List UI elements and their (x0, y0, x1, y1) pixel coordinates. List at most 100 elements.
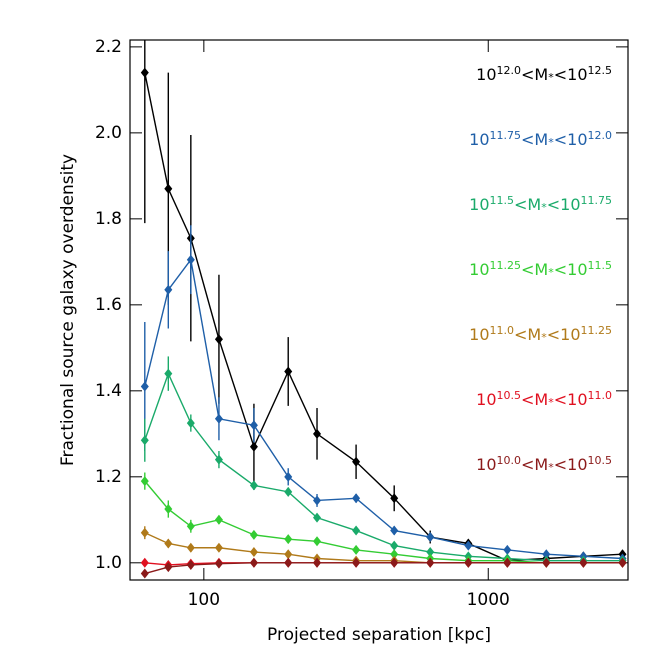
marker (284, 486, 293, 497)
legend-text-part: <10 (554, 455, 588, 474)
marker (214, 334, 223, 345)
legend-text-part: <10 (547, 195, 581, 214)
legend-text-part: <M (521, 130, 548, 149)
x-tick-label: 100 (188, 590, 220, 610)
marker (186, 254, 195, 265)
legend-text-part: 10 (469, 130, 489, 149)
legend-text-part: 12.5 (588, 64, 613, 77)
marker (503, 557, 512, 568)
marker (140, 435, 149, 446)
marker (140, 557, 149, 568)
y-tick-label: 2.0 (95, 123, 122, 143)
legend-text-part: * (548, 136, 554, 149)
legend-label: 1011.75<M*<1012.0 (469, 129, 612, 149)
marker (186, 418, 195, 429)
marker (284, 471, 293, 482)
legend-label: 1010.0<M*<1010.5 (476, 454, 612, 474)
marker (618, 557, 627, 568)
marker (164, 562, 173, 573)
marker (542, 549, 551, 560)
marker (249, 420, 258, 431)
marker (284, 549, 293, 560)
legend-text-part: * (548, 71, 554, 84)
marker (249, 547, 258, 558)
marker (140, 527, 149, 538)
legend-text-part: 10 (476, 65, 496, 84)
legend-text-part: 10 (469, 195, 489, 214)
legend-text-part: 10 (469, 325, 489, 344)
legend-label: 1012.0<M*<1012.5 (476, 64, 612, 84)
legend-text-part: 10 (469, 260, 489, 279)
legend-text-part: <10 (547, 325, 581, 344)
legend-text-part: <M (521, 65, 548, 84)
marker (249, 441, 258, 452)
marker (313, 495, 322, 506)
marker (390, 493, 399, 504)
marker (503, 544, 512, 555)
marker (164, 183, 173, 194)
legend-text-part: 11.5 (490, 194, 515, 207)
marker (214, 542, 223, 553)
legend-text-part: 10 (476, 455, 496, 474)
marker (542, 557, 551, 568)
marker (426, 557, 435, 568)
legend-text-part: 12.0 (497, 64, 522, 77)
legend-text-part: 11.25 (581, 324, 613, 337)
marker (352, 456, 361, 467)
marker (249, 480, 258, 491)
legend-text-part: 10 (476, 390, 496, 409)
legend-text-part: 11.25 (490, 259, 522, 272)
plot-area (140, 40, 627, 579)
legend-text-part: * (548, 266, 554, 279)
marker (284, 534, 293, 545)
legend-text-part: * (548, 396, 554, 409)
legend-label: 1011.25<M*<1011.5 (469, 259, 612, 279)
legend-text-part: 10.0 (497, 454, 522, 467)
legend-text-part: 11.75 (490, 129, 522, 142)
marker (352, 544, 361, 555)
plot-frame (129, 39, 629, 581)
marker (352, 493, 361, 504)
marker (579, 557, 588, 568)
marker (284, 557, 293, 568)
legend-text-part: 11.75 (581, 194, 613, 207)
legend-text-part: <10 (554, 390, 588, 409)
marker (214, 413, 223, 424)
marker (464, 540, 473, 551)
legend-text-part: <M (521, 455, 548, 474)
x-axis-label: Projected separation [kpc] (267, 625, 491, 645)
marker (313, 512, 322, 523)
legend-text-part: <10 (554, 65, 588, 84)
marker (214, 514, 223, 525)
legend-text-part: <10 (554, 260, 588, 279)
y-tick-label: 1.2 (95, 467, 122, 487)
marker (390, 557, 399, 568)
marker (426, 532, 435, 543)
marker (164, 284, 173, 295)
legend-text-part: <M (521, 390, 548, 409)
legend-text-part: 10.5 (588, 454, 613, 467)
legend-text-part: 11.5 (588, 259, 613, 272)
x-tick-label: 1000 (467, 590, 510, 610)
marker (352, 557, 361, 568)
marker (313, 536, 322, 547)
marker (164, 504, 173, 515)
y-tick-label: 2.2 (95, 37, 122, 57)
y-axis-label: Fractional source galaxy overdensity (58, 154, 78, 466)
legend-text-part: 10.5 (497, 389, 522, 402)
marker (352, 525, 361, 536)
legend-text-part: * (541, 201, 547, 214)
marker (284, 366, 293, 377)
marker (186, 542, 195, 553)
y-tick-label: 1.0 (95, 553, 122, 573)
legend-text-part: * (548, 461, 554, 474)
marker (214, 558, 223, 569)
marker (140, 381, 149, 392)
marker (186, 521, 195, 532)
marker (313, 428, 322, 439)
marker (186, 559, 195, 570)
marker (140, 568, 149, 579)
marker (249, 557, 258, 568)
marker (164, 368, 173, 379)
